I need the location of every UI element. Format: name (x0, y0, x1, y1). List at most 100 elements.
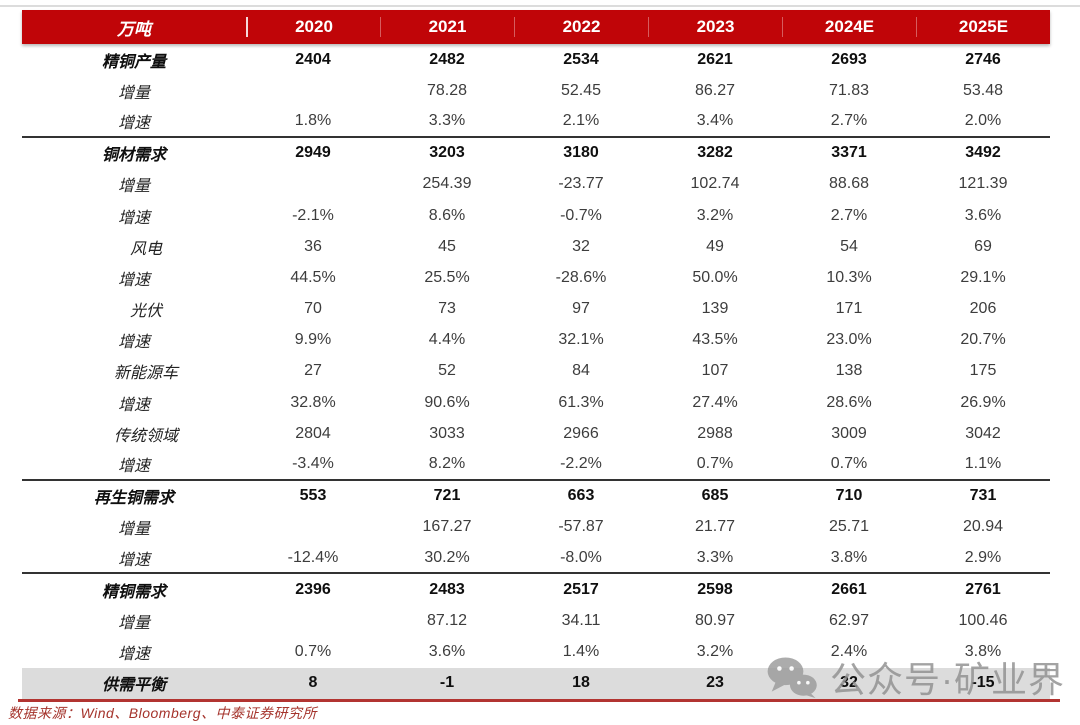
cell-2024e: 2.4% (830, 643, 868, 661)
cell-2021: 3033 (429, 424, 465, 442)
row-label: 增速 (117, 114, 150, 132)
cell-2020: 27 (304, 362, 322, 380)
cell-2021: 8.6% (428, 206, 466, 224)
cell-2021: 30.2% (424, 548, 470, 566)
cell-2025e: 100.46 (958, 611, 1008, 629)
row-label: 增速 (117, 271, 150, 289)
cell-2022: -8.0% (560, 548, 602, 566)
row-label: 供需平衡 (101, 677, 166, 695)
cell-2021: 52 (438, 362, 456, 380)
table-row: 再生铜需求 553 721 663 685 710 731 (22, 481, 1050, 512)
cell-2021: 721 (433, 487, 461, 505)
cell-2020: 36 (304, 237, 322, 255)
cell-2023: 3.4% (696, 111, 734, 129)
cell-2022: -2.2% (560, 455, 602, 473)
table-header-row: 万吨 2020 2021 2022 2023 2024E 2025E (22, 10, 1050, 44)
cell-2020: 2404 (295, 50, 331, 68)
cell-2024e: 32 (840, 674, 858, 692)
table-row: 增速 -3.4% 8.2% -2.2% 0.7% 0.7% 1.1% (22, 449, 1050, 481)
cell-2024e: 2661 (831, 580, 867, 598)
cell-2023: 86.27 (694, 81, 736, 99)
cell-2025e: 26.9% (960, 393, 1006, 411)
table-body: 精铜产量 2404 2482 2534 2621 2693 2746 增量 78… (22, 44, 1050, 699)
cell-2020: 2949 (295, 144, 331, 162)
cell-2021: 90.6% (424, 393, 470, 411)
row-label: 增速 (117, 334, 150, 352)
cell-2022: 1.4% (562, 643, 600, 661)
cell-2023: 3282 (697, 144, 733, 162)
cell-2021: 3.3% (428, 111, 466, 129)
cell-2022: 2534 (563, 50, 599, 68)
cell-2022: 2517 (563, 580, 599, 598)
row-label: 传统领域 (113, 427, 178, 445)
cell-2021: 87.12 (426, 611, 468, 629)
cell-2022: 97 (572, 300, 590, 318)
row-label: 风电 (129, 240, 162, 258)
cell-2020: 2804 (295, 424, 331, 442)
cell-2020: -3.4% (292, 455, 334, 473)
cell-2023: 23 (706, 674, 724, 692)
cell-2025e: 3492 (965, 144, 1001, 162)
cell-2021: 8.2% (428, 455, 466, 473)
table-row: 精铜需求 2396 2483 2517 2598 2661 2761 (22, 574, 1050, 605)
cell-2020: 553 (299, 487, 327, 505)
header-unit-cell: 万吨 (117, 19, 151, 39)
table-row: 增量 87.12 34.11 80.97 62.97 100.46 (22, 605, 1050, 636)
cell-2023: 43.5% (692, 331, 738, 349)
cell-2022: 32 (572, 237, 590, 255)
cell-2025e: 731 (969, 487, 997, 505)
table-row: 增速 44.5% 25.5% -28.6% 50.0% 10.3% 29.1% (22, 262, 1050, 293)
cell-2020: 2396 (295, 580, 331, 598)
cell-2023: 21.77 (694, 518, 736, 536)
cell-2021: 2483 (429, 580, 465, 598)
row-label: 新能源车 (113, 365, 178, 383)
cell-2024e: 171 (835, 300, 863, 318)
cell-2022: 84 (572, 362, 590, 380)
cell-2022: 32.1% (558, 331, 604, 349)
cell-2021: 73 (438, 300, 456, 318)
table-row: 增速 -12.4% 30.2% -8.0% 3.3% 3.8% 2.9% (22, 543, 1050, 575)
cell-2022: 3180 (563, 144, 599, 162)
table-row: 增速 1.8% 3.3% 2.1% 3.4% 2.7% 2.0% (22, 106, 1050, 138)
cell-2020: 0.7% (294, 643, 332, 661)
table-row: 传统领域 2804 3033 2966 2988 3009 3042 (22, 418, 1050, 449)
cell-2025e: 2.0% (964, 111, 1002, 129)
cell-2024e: 2.7% (830, 111, 868, 129)
table-row: 风电 36 45 32 49 54 69 (22, 231, 1050, 262)
cell-2021: 45 (438, 237, 456, 255)
cell-2025e: 175 (969, 362, 997, 380)
cell-2023: 80.97 (694, 611, 736, 629)
row-label: 精铜产量 (101, 53, 166, 71)
cell-2021: 167.27 (422, 518, 472, 536)
cell-2025e: 20.94 (962, 518, 1004, 536)
cell-2022: -0.7% (560, 206, 602, 224)
cell-2020: 70 (304, 300, 322, 318)
cell-2021: 4.4% (428, 331, 466, 349)
cell-2023: 3.3% (696, 548, 734, 566)
cell-2025e: 1.1% (964, 455, 1002, 473)
cell-2025e: 3.8% (964, 643, 1002, 661)
cell-2022: 2966 (563, 424, 599, 442)
table-row: 增量 78.28 52.45 86.27 71.83 53.48 (22, 75, 1050, 106)
table-row: 光伏 70 73 97 139 171 206 (22, 294, 1050, 325)
cell-2023: 3.2% (696, 643, 734, 661)
cell-2022: 2.1% (562, 111, 600, 129)
cell-2025e: 206 (969, 300, 997, 318)
cell-2024e: 28.6% (826, 393, 872, 411)
cell-2020: 32.8% (290, 393, 336, 411)
cell-2024e: 25.71 (828, 518, 870, 536)
cell-2022: 18 (572, 674, 590, 692)
row-label: 增速 (117, 396, 150, 414)
row-label: 铜材需求 (101, 147, 166, 165)
cell-2021: 78.28 (426, 81, 468, 99)
cell-2023: 685 (701, 487, 729, 505)
cell-2025e: 69 (974, 237, 992, 255)
header-year-2024e: 2024E (782, 17, 916, 37)
cell-2020: -12.4% (287, 548, 339, 566)
cell-2023: 2988 (697, 424, 733, 442)
cell-2024e: 71.83 (828, 81, 870, 99)
cell-2024e: 3.8% (830, 548, 868, 566)
cell-2024e: 10.3% (826, 268, 872, 286)
cell-2024e: 710 (835, 487, 863, 505)
